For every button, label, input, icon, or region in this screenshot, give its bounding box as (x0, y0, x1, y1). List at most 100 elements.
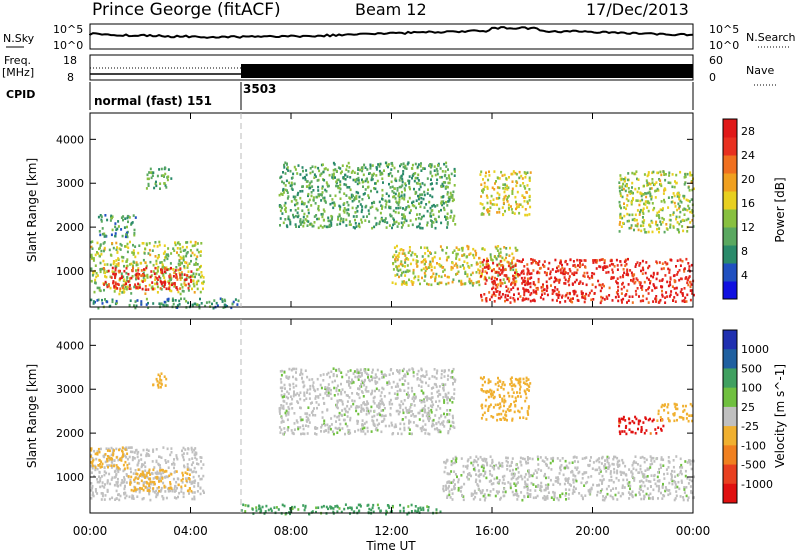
echo-cell (451, 376, 454, 379)
echo-cell (652, 208, 655, 212)
echo-cell (511, 187, 514, 191)
echo-cell (152, 302, 155, 305)
echo-cell (356, 369, 359, 372)
echo-cell (312, 196, 315, 199)
echo-cell (90, 298, 93, 302)
echo-cell (159, 375, 161, 378)
echo-cell (186, 251, 189, 254)
echo-cell (420, 385, 423, 388)
echo-cell (667, 196, 670, 199)
echo-cell (618, 181, 621, 184)
echo-cell (441, 170, 444, 173)
echo-cell (481, 191, 484, 194)
echo-cell (605, 271, 608, 274)
echo-cell (315, 433, 318, 436)
echo-cell (435, 371, 438, 375)
echo-cell (96, 274, 99, 277)
echo-cell (332, 367, 335, 370)
echo-cell (169, 453, 172, 457)
echo-cell (99, 243, 102, 246)
echo-cell (374, 428, 377, 431)
cpid-segment-2: 3503 (243, 82, 276, 96)
echo-cell (665, 223, 668, 226)
echo-cell (195, 268, 198, 272)
echo-cell (515, 482, 518, 486)
echo-cell (151, 174, 154, 177)
echo-cell (678, 278, 681, 282)
echo-cell (349, 431, 352, 435)
echo-cell (128, 455, 131, 459)
echo-cell (619, 212, 622, 216)
echo-cell (481, 203, 484, 206)
echo-cell (620, 225, 623, 228)
echo-cell (335, 405, 338, 409)
echo-cell (159, 182, 162, 185)
echo-cell (90, 253, 93, 257)
echo-cell (506, 468, 509, 471)
echo-cell (306, 412, 309, 415)
echo-cell (337, 186, 340, 190)
echo-cell (491, 259, 494, 262)
echo-cell (431, 259, 434, 263)
echo-cell (450, 194, 453, 197)
echo-cell (156, 291, 159, 294)
echo-cell (426, 398, 429, 402)
echo-cell (463, 260, 466, 263)
echo-cell (455, 273, 457, 276)
echo-cell (176, 304, 179, 307)
echo-cell (517, 297, 519, 301)
echo-cell (606, 455, 609, 459)
echo-cell (408, 422, 410, 425)
power-data (90, 161, 695, 310)
echo-cell (328, 375, 331, 379)
echo-cell (499, 464, 502, 467)
echo-cell (152, 483, 155, 486)
echo-cell (302, 427, 305, 431)
echo-cell (515, 203, 518, 206)
echo-cell (514, 276, 517, 280)
echo-cell (301, 372, 304, 376)
echo-cell (617, 289, 619, 292)
echo-cell (407, 394, 410, 397)
echo-cell (376, 208, 379, 212)
echo-cell (113, 449, 115, 452)
echo-cell (133, 457, 136, 460)
echo-cell (157, 373, 160, 377)
echo-cell (494, 276, 496, 280)
echo-cell (99, 246, 101, 250)
echo-cell (107, 269, 110, 273)
echo-cell (583, 484, 586, 487)
echo-cell (514, 273, 517, 276)
echo-cell (550, 284, 552, 287)
echo-cell (321, 226, 324, 229)
echo-cell (491, 275, 494, 279)
echo-cell (353, 399, 356, 403)
echo-cell (293, 165, 296, 169)
echo-cell (136, 272, 139, 275)
echo-cell (195, 281, 198, 285)
echo-cell (138, 244, 141, 247)
echo-cell (638, 203, 641, 207)
echo-cell (508, 254, 511, 257)
echo-cell (111, 461, 114, 464)
echo-cell (619, 216, 622, 220)
echo-cell (676, 293, 679, 297)
echo-cell (173, 271, 176, 275)
echo-cell (529, 293, 532, 297)
echo-cell (313, 221, 316, 224)
echo-cell (643, 457, 646, 460)
echo-cell (642, 221, 645, 225)
echo-cell (559, 495, 562, 499)
echo-cell (182, 495, 185, 499)
echo-cell (359, 375, 362, 378)
echo-cell (391, 185, 394, 189)
echo-cell (483, 206, 486, 210)
echo-cell (654, 196, 657, 199)
echo-cell (108, 458, 111, 462)
echo-cell (561, 263, 563, 267)
echo-cell (382, 419, 385, 423)
echo-cell (351, 399, 354, 402)
echo-cell (503, 196, 506, 200)
echo-cell (668, 171, 671, 175)
echo-cell (284, 387, 286, 390)
